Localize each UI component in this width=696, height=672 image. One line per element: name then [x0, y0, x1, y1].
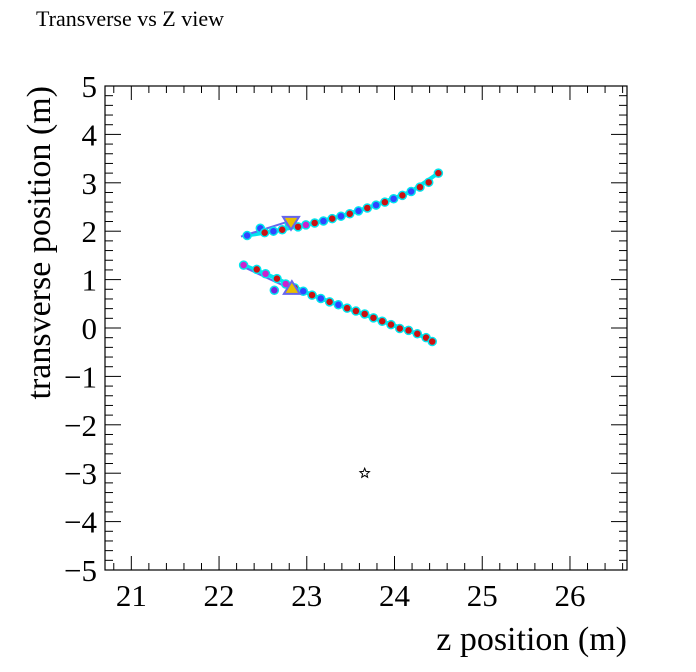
x-tick-label: 21: [116, 578, 147, 613]
hit-point: [269, 285, 280, 295]
hit-point: [301, 220, 311, 230]
hit-point: [380, 197, 390, 207]
hit-point: [386, 319, 396, 330]
hit-point: [359, 309, 370, 319]
hit-point: [259, 227, 270, 238]
hit-point: [423, 177, 434, 188]
y-tick-label: −2: [64, 408, 97, 443]
hit-point: [412, 329, 423, 339]
hit-point: [388, 194, 399, 204]
y-tick-label: 1: [82, 263, 98, 298]
hit-point: [353, 206, 364, 216]
x-axis-title: z position (m): [436, 621, 627, 658]
y-tick-label: 5: [82, 69, 98, 104]
hit-point: [238, 260, 249, 270]
y-tick-label: 0: [82, 311, 98, 346]
hit-point: [433, 168, 444, 178]
x-tick-label: 26: [554, 578, 585, 613]
hit-point: [333, 300, 344, 310]
x-tick-label: 25: [467, 578, 498, 613]
hit-point: [327, 213, 337, 224]
hit-point: [307, 290, 317, 300]
hit-point: [309, 218, 320, 228]
y-tick-label: 2: [82, 214, 98, 249]
chart-title: Transverse vs Z view: [36, 6, 224, 31]
hit-point: [362, 203, 373, 213]
star-point: [358, 466, 371, 479]
hit-point: [260, 269, 271, 279]
hit-point: [316, 293, 326, 304]
plot-frame: [104, 85, 628, 571]
hit-point: [371, 200, 381, 210]
hit-point: [268, 226, 279, 236]
hit-point: [252, 264, 262, 275]
hit-point: [336, 211, 346, 221]
hit-point: [406, 186, 416, 197]
y-tick-label: 4: [82, 117, 98, 152]
hit-point: [427, 336, 437, 347]
x-tick-label: 22: [204, 578, 235, 613]
vertex-marker: [282, 279, 302, 295]
hit-point: [342, 303, 352, 313]
y-tick-label: −4: [64, 505, 97, 540]
hit-point: [403, 325, 414, 336]
y-tick-label: −5: [64, 553, 97, 588]
y-tick-label: −1: [64, 359, 97, 394]
hit-point: [272, 273, 282, 284]
hit-point: [377, 316, 387, 326]
hit-point: [277, 224, 287, 235]
hit-point: [415, 182, 425, 192]
y-tick-label: 3: [82, 166, 98, 201]
hit-point: [368, 313, 379, 323]
x-tick-label: 24: [379, 578, 411, 613]
hit-point: [345, 209, 355, 219]
y-tick-label: −3: [64, 456, 97, 491]
hit-point: [351, 306, 361, 316]
hit-point: [397, 190, 408, 201]
hit-point: [318, 216, 329, 226]
hit-point: [395, 323, 405, 334]
hit-point: [242, 230, 252, 241]
vertex-marker: [281, 215, 301, 232]
y-axis-title: transverse position (m): [21, 86, 58, 400]
x-tick-label: 23: [291, 578, 322, 613]
hit-point: [324, 297, 335, 307]
